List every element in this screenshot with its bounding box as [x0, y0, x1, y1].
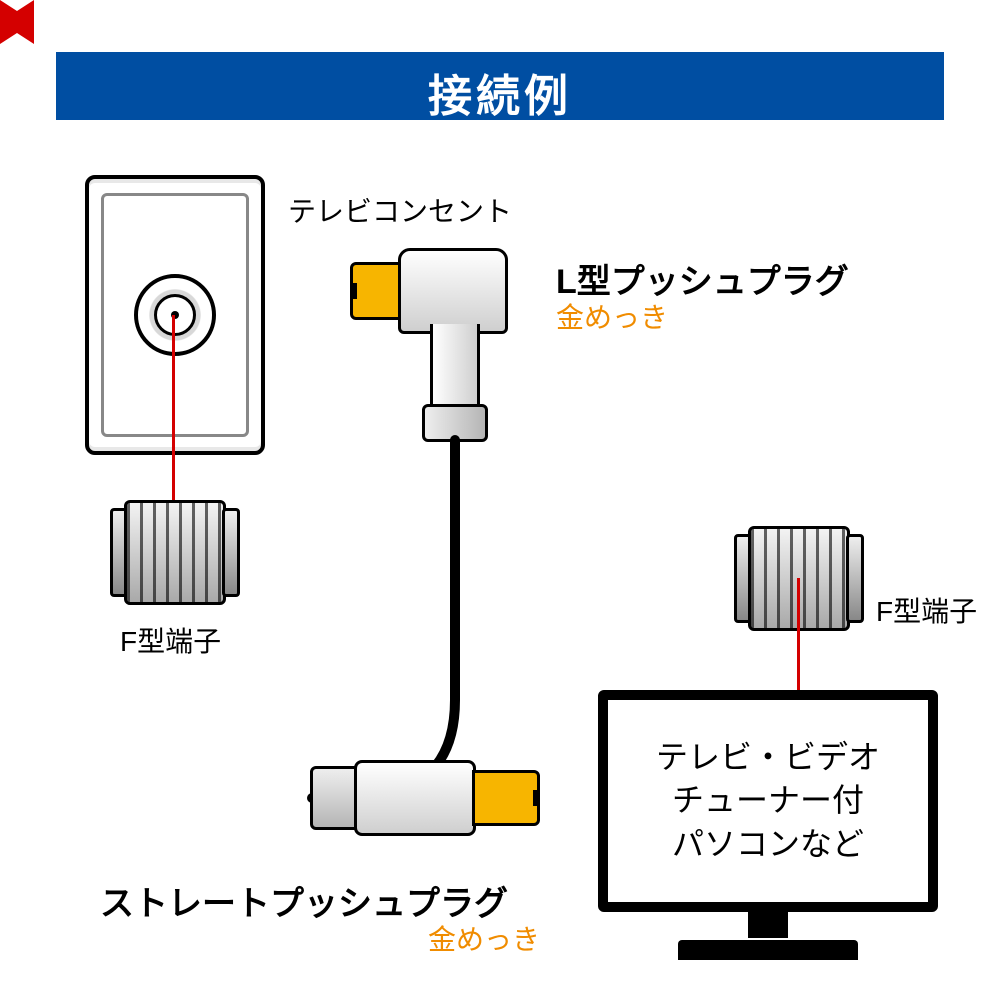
cable-stroke [312, 440, 455, 798]
tv-screen: テレビ・ビデオ チューナー付 パソコンなど [598, 690, 938, 912]
header-bar: 接続例 [56, 52, 944, 120]
l-plug-tip [350, 262, 404, 320]
wall-outlet-inner [101, 193, 249, 437]
f-connector-left [110, 500, 240, 605]
l-plug-grip [422, 404, 488, 442]
straight-plug-grip [310, 766, 360, 830]
f-terminal-left-label: F型端子 [120, 620, 221, 660]
straight-plug-tip [472, 770, 540, 826]
arrow-right-icon [0, 0, 34, 44]
f-connector-body [124, 500, 226, 605]
tv-device: テレビ・ビデオ チューナー付 パソコンなど [598, 690, 938, 960]
l-plug-body [398, 248, 508, 334]
f-terminal-right-label: F型端子 [876, 590, 977, 630]
leader-line-left [172, 315, 175, 502]
l-plug-gold-label: 金めっき [556, 296, 668, 336]
f-connector-threads [127, 503, 223, 602]
tv-content-label: テレビ・ビデオ チューナー付 パソコンなど [656, 736, 880, 866]
wall-outlet [85, 175, 265, 455]
tv-outlet-label: テレビコンセント [288, 190, 512, 230]
tv-stand-neck [748, 910, 788, 938]
leader-line-right-v [797, 578, 800, 692]
f-connector-end [846, 534, 864, 623]
header-title: 接続例 [428, 60, 572, 124]
straight-plug-gold-label: 金めっき [428, 918, 540, 958]
straight-plug-body [354, 760, 476, 836]
straight-plug [310, 760, 540, 836]
l-plug [350, 244, 535, 429]
tv-stand-base [678, 940, 858, 960]
coax-jack [134, 274, 216, 356]
f-connector-end [222, 508, 240, 597]
l-plug-down [430, 324, 480, 414]
